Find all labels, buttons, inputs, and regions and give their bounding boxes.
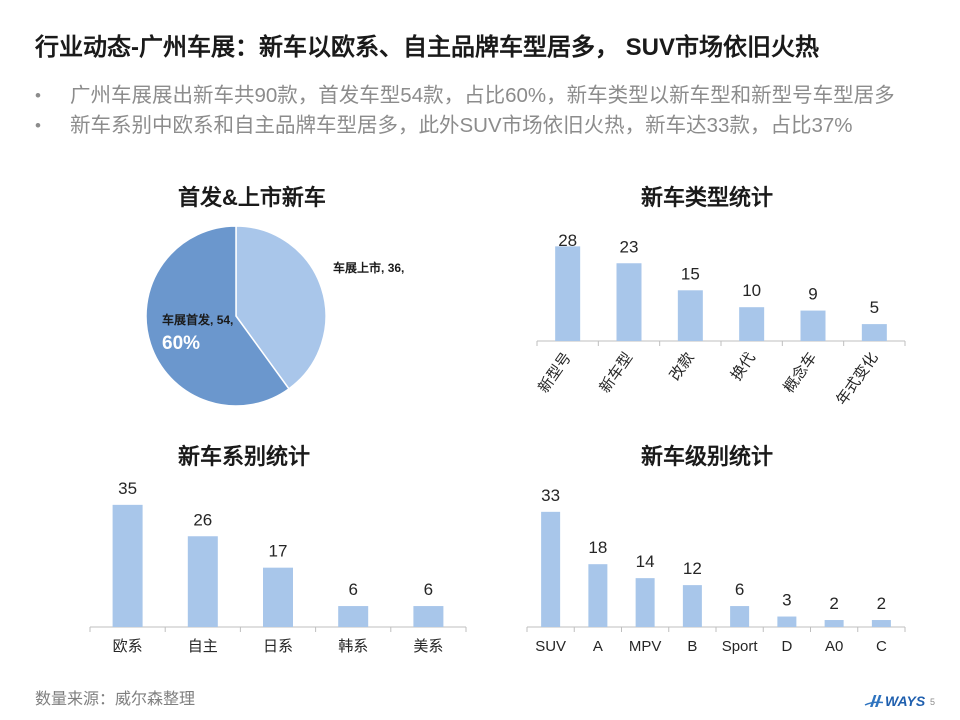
bar-value-label: 9 xyxy=(808,285,817,304)
x-tick-label: 改款 xyxy=(666,350,697,384)
bar-value-label: 14 xyxy=(636,552,655,571)
bar-value-label: 5 xyxy=(870,298,879,317)
pie-label-separator: , xyxy=(401,261,404,275)
pie-label-separator: , xyxy=(210,313,217,327)
bar-value-label: 6 xyxy=(348,580,357,599)
pie-label-separator: , xyxy=(381,261,388,275)
x-tick-label: MPV xyxy=(629,638,662,655)
pie-label-value: 36 xyxy=(388,261,402,275)
pie-slice xyxy=(145,225,290,407)
pie-label-separator: , xyxy=(230,313,233,327)
bar-chart-brand-origin: 新车系别统计 35 欧系 26 自主 17 日系 6 韩系 6 美系 xyxy=(89,444,467,655)
bar-value-label: 28 xyxy=(558,231,577,250)
pie-label-value: 54 xyxy=(217,313,231,327)
x-tick-label: 自主 xyxy=(188,638,218,655)
bar xyxy=(263,567,293,627)
x-tick-label: 年式变化 xyxy=(833,350,881,409)
pie-marks: 车展上市, 36,车展首发, 54,60% xyxy=(145,225,404,407)
ways-logo: WAYS xyxy=(864,690,925,712)
bar-value-label: 2 xyxy=(829,594,838,613)
pie-chart-first-launch: 首发&上市新车 车展上市, 36,车展首发, 54,60% xyxy=(145,185,404,407)
bar-marks: 33 SUV 18 A 14 MPV 12 B 6 Sport 3 D 2 A0 2 C xyxy=(526,486,906,655)
pie-slice xyxy=(235,225,327,390)
bar xyxy=(112,504,143,627)
x-tick-label: A xyxy=(593,638,603,655)
bar-value-label: 33 xyxy=(541,486,560,505)
bar-marks: 35 欧系 26 自主 17 日系 6 韩系 6 美系 xyxy=(89,479,467,655)
ways-logo-icon xyxy=(864,695,884,707)
pie-data-label: 车展上市, 36, xyxy=(333,260,404,275)
bullet-text: 广州车展展出新车共90款，首发车型54款，占比60%，新车类型以新车型和新型号车… xyxy=(70,84,895,107)
bullet-item: • 广州车展展出新车共90款，首发车型54款，占比60%，新车类型以新车型和新型… xyxy=(0,81,960,111)
bar-value-label: 6 xyxy=(735,580,744,599)
bar xyxy=(871,620,891,627)
bar-value-label: 26 xyxy=(193,510,212,529)
ways-logo-text: WAYS xyxy=(885,693,926,709)
bar xyxy=(187,536,218,627)
bar xyxy=(800,310,826,341)
bullet-item: • 新车系别中欧系和自主品牌车型居多，此外SUV市场依旧火热，新车达33款，占比… xyxy=(0,111,960,141)
bar-chart-new-car-types: 新车类型统计 28 新型号 23 新车型 15 改款 10 换代 9 概念车 5 年式变化 xyxy=(535,185,906,409)
x-tick-label: SUV xyxy=(535,638,566,655)
bar xyxy=(777,616,797,627)
bar-value-label: 3 xyxy=(782,591,791,610)
bar-value-label: 10 xyxy=(742,281,761,300)
bar-value-label: 17 xyxy=(269,542,288,561)
bar xyxy=(824,620,844,627)
x-tick-label: 换代 xyxy=(728,350,759,384)
bar xyxy=(555,246,581,341)
bar-value-label: 12 xyxy=(683,559,702,578)
bar xyxy=(588,564,608,627)
bar xyxy=(682,585,702,627)
bar-value-label: 15 xyxy=(681,264,700,283)
bar xyxy=(677,290,703,341)
bullet-marker: • xyxy=(35,116,41,135)
source-note: 数量来源：威尔森整理 xyxy=(35,691,196,708)
bar xyxy=(338,606,369,627)
bar-marks: 28 新型号 23 新车型 15 改款 10 换代 9 概念车 5 年式变化 xyxy=(535,231,906,409)
x-tick-label: 日系 xyxy=(263,638,293,655)
x-tick-label: 欧系 xyxy=(113,638,143,655)
bar xyxy=(861,324,887,341)
x-tick-label: 新型号 xyxy=(535,350,575,397)
bar xyxy=(739,307,765,341)
bar xyxy=(413,606,444,627)
pie-data-label: 车展首发, 54, xyxy=(162,312,233,327)
chart-title: 首发&上市新车 xyxy=(178,185,326,210)
bullet-list: • 广州车展展出新车共90款，首发车型54款，占比60%，新车类型以新车型和新型… xyxy=(0,81,960,141)
bar-value-label: 2 xyxy=(877,594,886,613)
slide-title: 行业动态-广州车展：新车以欧系、自主品牌车型居多， SUV市场依旧火热 xyxy=(35,34,820,61)
x-tick-label: Sport xyxy=(722,638,759,655)
x-tick-label: 韩系 xyxy=(338,638,368,655)
bar-value-label: 35 xyxy=(118,479,137,498)
bullet-marker: • xyxy=(35,86,41,105)
bar xyxy=(541,511,561,627)
x-tick-label: 美系 xyxy=(413,638,443,655)
page-number: 5 xyxy=(930,697,936,707)
chart-title: 新车级别统计 xyxy=(641,444,773,469)
x-tick-label: 概念车 xyxy=(780,349,821,396)
x-tick-label: C xyxy=(876,638,887,655)
pie-percent-label: 60% xyxy=(162,333,200,354)
bar xyxy=(635,578,655,627)
bar xyxy=(730,606,750,627)
pie-label-name: 车展首发 xyxy=(162,312,211,327)
bar-value-label: 6 xyxy=(424,580,433,599)
chart-title: 新车类型统计 xyxy=(641,185,773,210)
x-tick-label: A0 xyxy=(825,638,843,655)
bar-value-label: 18 xyxy=(588,538,607,557)
chart-title: 新车系别统计 xyxy=(178,444,310,469)
bar-value-label: 23 xyxy=(620,237,639,256)
x-tick-label: 新车型 xyxy=(597,350,637,397)
x-tick-label: D xyxy=(781,638,792,655)
bullet-text: 新车系别中欧系和自主品牌车型居多，此外SUV市场依旧火热，新车达33款，占比37… xyxy=(70,114,853,137)
x-tick-label: B xyxy=(687,638,697,655)
bar xyxy=(616,263,642,341)
bar-chart-vehicle-class: 新车级别统计 33 SUV 18 A 14 MPV 12 B 6 Sport 3 D 2 A0 2 C xyxy=(526,444,906,655)
pie-label-name: 车展上市 xyxy=(333,260,381,275)
